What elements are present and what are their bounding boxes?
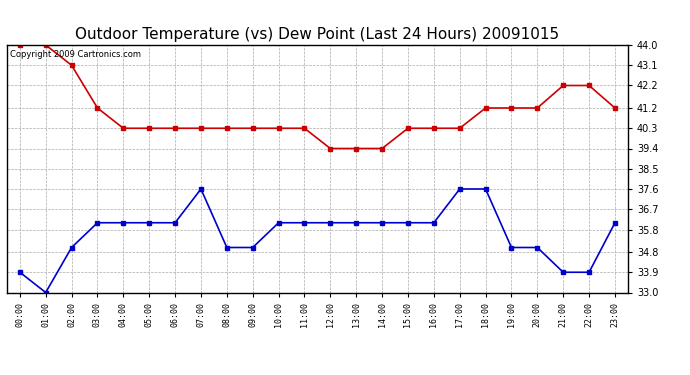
Text: Copyright 2009 Cartronics.com: Copyright 2009 Cartronics.com: [10, 50, 141, 59]
Title: Outdoor Temperature (vs) Dew Point (Last 24 Hours) 20091015: Outdoor Temperature (vs) Dew Point (Last…: [75, 27, 560, 42]
